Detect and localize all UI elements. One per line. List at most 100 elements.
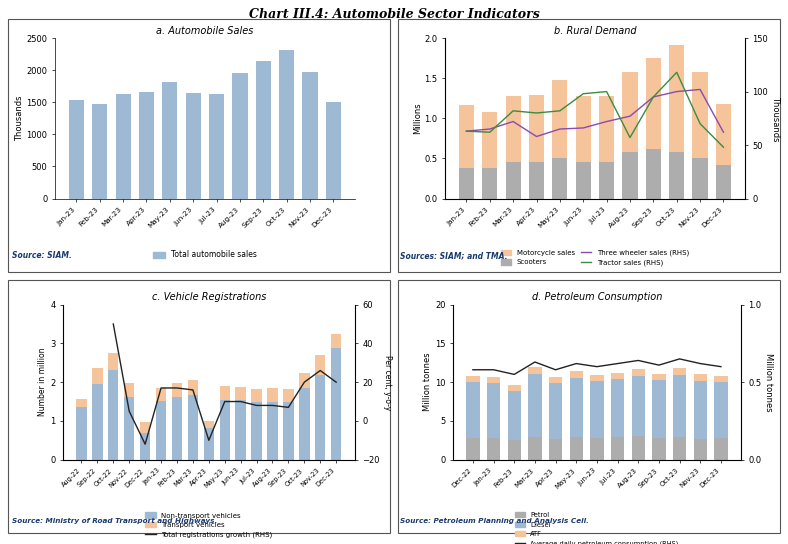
Bar <box>693 439 707 460</box>
Bar <box>315 375 325 460</box>
Bar <box>716 165 731 199</box>
Bar <box>315 355 325 375</box>
Bar <box>693 381 707 439</box>
Average daily petroleum consumption (RHS) <box>530 358 540 365</box>
Average daily petroleum consumption (RHS) <box>571 360 581 367</box>
Y-axis label: Number in million: Number in million <box>39 348 47 416</box>
Bar <box>673 437 686 460</box>
Bar <box>466 376 480 382</box>
Total registrations growth (RHS) <box>173 385 182 391</box>
Average daily petroleum consumption (RHS) <box>634 357 643 364</box>
Bar <box>220 386 230 400</box>
Bar <box>669 45 684 152</box>
Bar <box>487 377 500 383</box>
Line: Tractor sales (RHS): Tractor sales (RHS) <box>466 72 723 147</box>
Y-axis label: Thousands: Thousands <box>15 96 24 141</box>
Line: Total registrations growth (RHS): Total registrations growth (RHS) <box>113 324 336 444</box>
Bar <box>590 381 604 438</box>
Bar <box>325 102 341 199</box>
Bar <box>693 72 708 158</box>
Tractor sales (RHS) <box>602 88 611 95</box>
Bar <box>331 333 341 349</box>
Bar <box>303 72 318 199</box>
Three wheeler sales (RHS) <box>532 133 541 140</box>
Total registrations growth (RHS) <box>268 402 277 409</box>
Bar <box>714 438 727 460</box>
Text: Source: SIAM.: Source: SIAM. <box>12 251 72 261</box>
Title: c. Vehicle Registrations: c. Vehicle Registrations <box>151 293 266 302</box>
Bar <box>611 437 624 460</box>
Bar <box>570 378 583 437</box>
Bar <box>506 96 521 162</box>
Three wheeler sales (RHS) <box>695 86 704 92</box>
Bar <box>590 375 604 381</box>
Bar <box>232 73 247 199</box>
Bar <box>299 388 310 460</box>
Bar <box>714 382 727 438</box>
Total registrations growth (RHS) <box>252 402 262 409</box>
Bar <box>116 94 131 199</box>
Three wheeler sales (RHS) <box>625 113 634 120</box>
Bar <box>255 61 271 199</box>
Bar <box>576 96 591 163</box>
Three wheeler sales (RHS) <box>719 129 728 135</box>
Title: a. Automobile Sales: a. Automobile Sales <box>156 26 254 36</box>
Average daily petroleum consumption (RHS) <box>675 356 684 362</box>
Three wheeler sales (RHS) <box>508 118 518 125</box>
Bar <box>599 96 614 162</box>
Three wheeler sales (RHS) <box>556 126 565 132</box>
Total registrations growth (RHS) <box>332 379 341 386</box>
Bar <box>236 387 246 400</box>
Bar <box>139 92 154 199</box>
Bar <box>76 407 87 460</box>
Bar <box>529 162 545 199</box>
Bar <box>623 152 637 199</box>
Bar <box>466 382 480 438</box>
Text: Source: Petroleum Planning and Analysis Cell.: Source: Petroleum Planning and Analysis … <box>400 518 589 524</box>
Total registrations growth (RHS) <box>188 387 198 393</box>
Bar <box>507 385 521 391</box>
Bar <box>140 432 151 460</box>
Legend: Total automobile sales: Total automobile sales <box>150 248 260 262</box>
Bar <box>693 374 707 381</box>
Three wheeler sales (RHS) <box>578 125 588 131</box>
Bar <box>549 377 563 383</box>
Bar <box>188 380 198 394</box>
Text: Sources: SIAM; and TMA.: Sources: SIAM; and TMA. <box>400 251 507 261</box>
Bar <box>172 384 182 397</box>
Bar <box>203 428 214 460</box>
Bar <box>652 438 666 460</box>
Bar <box>528 374 541 437</box>
Bar <box>570 372 583 378</box>
Bar <box>611 373 624 379</box>
Bar <box>459 168 474 199</box>
Bar <box>693 158 708 199</box>
Bar <box>631 436 645 460</box>
Bar <box>299 373 310 388</box>
Line: Average daily petroleum consumption (RHS): Average daily petroleum consumption (RHS… <box>473 359 721 374</box>
Bar <box>631 369 645 376</box>
Total registrations growth (RHS) <box>236 398 245 405</box>
Y-axis label: Million tonnes: Million tonnes <box>764 353 773 411</box>
Total registrations growth (RHS) <box>125 408 134 415</box>
Bar <box>220 400 230 460</box>
Tractor sales (RHS) <box>719 144 728 151</box>
Bar <box>124 382 135 397</box>
Bar <box>552 158 567 199</box>
Total registrations growth (RHS) <box>156 385 165 391</box>
Average daily petroleum consumption (RHS) <box>696 360 705 367</box>
Bar <box>673 375 686 437</box>
Y-axis label: Thousands: Thousands <box>771 96 780 141</box>
Bar <box>570 437 583 460</box>
Y-axis label: Per cent, y-o-y: Per cent, y-o-y <box>382 355 392 410</box>
Y-axis label: Million tonnes: Million tonnes <box>423 353 432 411</box>
Bar <box>186 92 201 199</box>
Three wheeler sales (RHS) <box>485 126 495 132</box>
Bar <box>203 421 214 428</box>
Text: Chart III.4: Automobile Sector Indicators: Chart III.4: Automobile Sector Indicator… <box>249 8 539 21</box>
Bar <box>251 389 262 401</box>
Bar <box>92 104 107 199</box>
Bar <box>482 112 497 168</box>
Bar <box>162 82 177 199</box>
Bar <box>652 380 666 438</box>
